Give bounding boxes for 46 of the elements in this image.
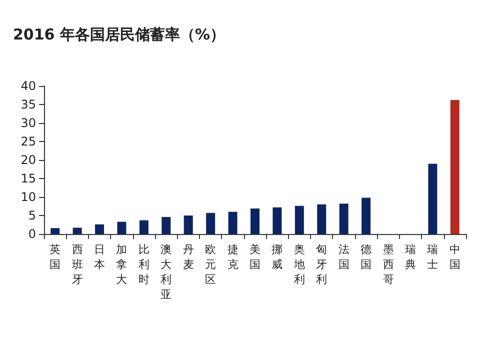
y-tick-label: 5 xyxy=(28,208,36,222)
x-tick-label: 欧元区 xyxy=(205,243,216,286)
x-tick-label: 挪威 xyxy=(272,243,283,271)
bar xyxy=(139,220,148,234)
x-tick-label: 奥地利 xyxy=(292,243,305,286)
x-tick-label: 法国 xyxy=(338,243,350,271)
y-tick-label: 35 xyxy=(20,98,36,112)
x-tick-label: 丹麦 xyxy=(182,243,194,271)
x-tick-label: 加拿大 xyxy=(116,243,128,286)
bar xyxy=(250,208,260,234)
x-tick-label: 墨西哥 xyxy=(382,243,394,286)
bar xyxy=(428,164,438,234)
x-tick-label: 日本 xyxy=(94,243,106,271)
bar xyxy=(339,204,348,234)
bar xyxy=(450,100,460,234)
x-tick-label: 英国 xyxy=(50,243,61,271)
x-tick-label: 西班牙 xyxy=(72,243,83,286)
x-tick-label: 美国 xyxy=(250,243,260,271)
x-tick-label: 中国 xyxy=(449,243,460,271)
y-tick-label: 40 xyxy=(20,79,36,93)
bar xyxy=(272,207,282,234)
bar xyxy=(362,198,371,234)
x-tick-label: 匈牙利 xyxy=(316,243,328,286)
x-tick-label: 瑞典 xyxy=(404,243,416,271)
x-tick-label: 德国 xyxy=(360,243,372,271)
x-tick-label: 捷克 xyxy=(227,243,238,271)
y-tick-label: 20 xyxy=(20,153,36,167)
bar xyxy=(95,224,104,234)
bar xyxy=(184,216,193,234)
bar xyxy=(294,206,304,234)
y-tick-label: 15 xyxy=(20,172,36,186)
bar xyxy=(72,228,82,234)
y-tick-label: 25 xyxy=(20,134,36,148)
bar xyxy=(228,212,238,234)
x-tick-label: 澳大利亚 xyxy=(160,243,172,301)
bar xyxy=(50,228,60,234)
y-tick-label: 30 xyxy=(20,116,36,130)
y-tick-label: 10 xyxy=(20,190,36,204)
bar xyxy=(117,222,126,234)
y-tick-label: 0 xyxy=(28,227,36,241)
bar xyxy=(317,204,326,234)
bar xyxy=(206,212,216,234)
bar xyxy=(162,216,171,234)
chart-title: 2016 年各国居民储蓄率（%） xyxy=(13,26,225,44)
x-tick-label: 瑞士 xyxy=(427,243,438,271)
x-tick-label: 比利时 xyxy=(138,243,150,286)
